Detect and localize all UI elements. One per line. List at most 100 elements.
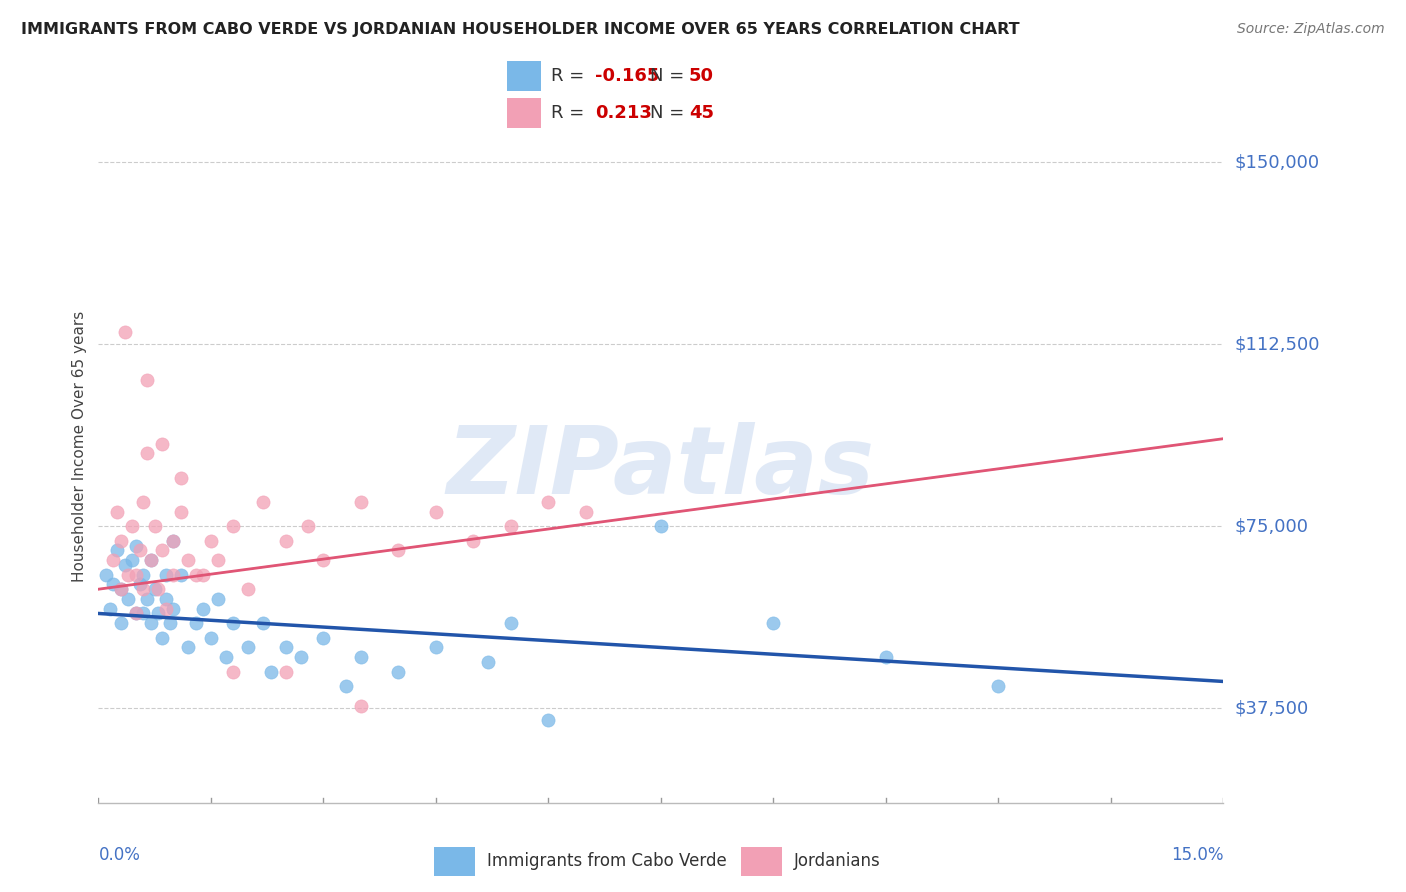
Point <box>177 553 200 567</box>
Point <box>155 601 177 615</box>
Point <box>162 533 184 548</box>
Point <box>136 374 159 388</box>
Point <box>105 504 128 518</box>
Point <box>537 495 560 509</box>
Point <box>103 553 125 567</box>
Point <box>297 519 319 533</box>
Text: 0.213: 0.213 <box>595 103 652 122</box>
Point <box>575 504 598 518</box>
FancyBboxPatch shape <box>433 847 475 876</box>
Point <box>200 533 222 548</box>
Point <box>136 446 159 460</box>
Text: N =: N = <box>650 67 690 85</box>
Point <box>125 539 148 553</box>
Text: N =: N = <box>650 103 690 122</box>
Point <box>170 567 193 582</box>
Text: -0.165: -0.165 <box>595 67 659 85</box>
FancyBboxPatch shape <box>508 98 541 128</box>
Point <box>94 567 117 582</box>
Point <box>290 650 312 665</box>
Point <box>117 567 139 582</box>
Point <box>499 519 522 533</box>
Point <box>350 650 373 665</box>
Point <box>150 436 173 450</box>
Point <box>110 582 132 597</box>
Point <box>139 616 162 631</box>
Text: Jordanians: Jordanians <box>794 852 880 870</box>
Point <box>125 607 148 621</box>
Point <box>110 533 132 548</box>
Point <box>207 591 229 606</box>
Point <box>238 582 260 597</box>
Point <box>875 650 897 665</box>
Point <box>136 591 159 606</box>
Point <box>335 679 357 693</box>
Text: $150,000: $150,000 <box>1234 153 1320 171</box>
Point <box>650 519 672 533</box>
Point <box>103 577 125 591</box>
Point <box>252 616 274 631</box>
Text: $112,500: $112,500 <box>1234 335 1320 353</box>
Point <box>987 679 1010 693</box>
Point <box>150 543 173 558</box>
Point <box>222 616 245 631</box>
Point <box>274 640 297 655</box>
Point <box>499 616 522 631</box>
Point <box>387 665 409 679</box>
Point <box>238 640 260 655</box>
Text: 50: 50 <box>689 67 714 85</box>
Point <box>143 582 166 597</box>
Text: 15.0%: 15.0% <box>1171 847 1223 864</box>
Point <box>184 567 207 582</box>
Point <box>148 582 170 597</box>
Point <box>350 495 373 509</box>
Point <box>350 698 373 713</box>
Point <box>184 616 207 631</box>
Point <box>193 601 215 615</box>
Point <box>162 601 184 615</box>
Point <box>387 543 409 558</box>
Text: 45: 45 <box>689 103 714 122</box>
Point <box>143 519 166 533</box>
Point <box>155 567 177 582</box>
Point <box>477 655 499 669</box>
Point <box>312 553 335 567</box>
Point <box>132 607 155 621</box>
Point <box>222 519 245 533</box>
Point <box>110 616 132 631</box>
Point <box>114 558 136 572</box>
Text: Immigrants from Cabo Verde: Immigrants from Cabo Verde <box>486 852 727 870</box>
Point <box>193 567 215 582</box>
Point <box>215 650 238 665</box>
Point <box>177 640 200 655</box>
Text: Source: ZipAtlas.com: Source: ZipAtlas.com <box>1237 22 1385 37</box>
Point <box>98 601 121 615</box>
Point <box>200 631 222 645</box>
Point <box>117 591 139 606</box>
Point <box>170 470 193 484</box>
Text: $37,500: $37,500 <box>1234 699 1309 717</box>
Point <box>155 591 177 606</box>
Point <box>162 567 184 582</box>
Point <box>274 665 297 679</box>
Text: R =: R = <box>551 103 596 122</box>
Text: 0.0%: 0.0% <box>98 847 141 864</box>
Point <box>132 567 155 582</box>
Y-axis label: Householder Income Over 65 years: Householder Income Over 65 years <box>72 310 87 582</box>
Point <box>139 553 162 567</box>
Point <box>762 616 785 631</box>
Point <box>150 631 173 645</box>
Point <box>252 495 274 509</box>
Point <box>128 577 150 591</box>
Point <box>121 519 143 533</box>
Point <box>222 665 245 679</box>
Point <box>463 533 485 548</box>
Point <box>125 607 148 621</box>
Point <box>148 607 170 621</box>
Point <box>132 582 155 597</box>
Point <box>125 567 148 582</box>
Point <box>207 553 229 567</box>
Point <box>159 616 181 631</box>
Point <box>114 325 136 339</box>
FancyBboxPatch shape <box>508 62 541 91</box>
